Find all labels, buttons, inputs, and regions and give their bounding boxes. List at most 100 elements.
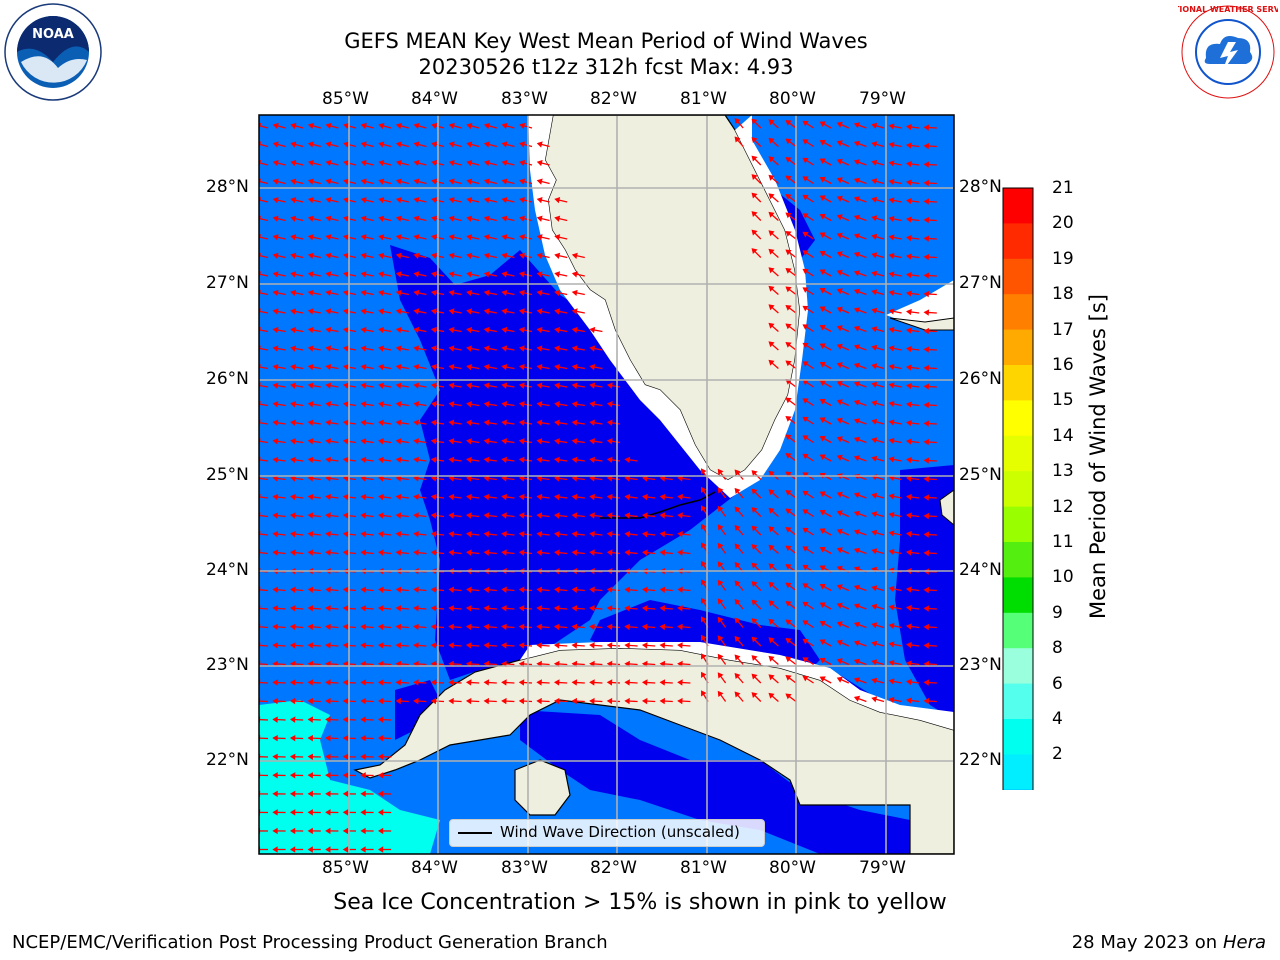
wind-arrow-head xyxy=(819,602,826,609)
wind-arrow-head xyxy=(519,215,525,222)
wind-arrow-head xyxy=(589,493,596,501)
wind-arrow-head xyxy=(836,362,843,369)
wind-arrow-head xyxy=(360,438,367,445)
wind-arrow-head xyxy=(677,679,683,686)
wind-arrow-head xyxy=(395,475,402,482)
wind-arrow-head xyxy=(802,250,809,256)
wind-arrow-head xyxy=(342,512,349,519)
wind-arrow-head xyxy=(853,566,861,573)
wind-arrow-head xyxy=(501,345,508,352)
wind-arrow-head xyxy=(466,308,473,315)
wind-arrow-head xyxy=(483,308,490,315)
wind-arrow-head xyxy=(701,579,707,586)
wind-arrow-head xyxy=(395,549,402,556)
wind-arrow-head xyxy=(606,419,613,426)
wind-arrow-head xyxy=(448,345,455,352)
wind-arrow-head xyxy=(554,586,560,594)
wind-arrow-head xyxy=(448,326,455,334)
wind-arrow-head xyxy=(413,159,420,167)
wind-arrow-head xyxy=(307,234,314,241)
wind-arrow-head xyxy=(343,159,350,167)
wind-arrow-head xyxy=(677,605,683,612)
wind-arrow-head xyxy=(853,233,861,240)
wind-arrow-head xyxy=(325,846,331,853)
wind-arrow-head xyxy=(906,271,912,279)
wind-arrow-head xyxy=(272,846,278,853)
wind-arrow-head xyxy=(554,326,561,334)
wind-arrow-head xyxy=(360,456,367,464)
wind-arrow-head xyxy=(906,123,912,131)
wind-arrow-head xyxy=(923,512,930,520)
wind-arrow-head xyxy=(871,659,878,666)
wind-arrow-head xyxy=(466,475,472,482)
colorbar-segment xyxy=(1003,365,1033,401)
wind-arrow-head xyxy=(360,512,367,519)
lon-label: 83°W xyxy=(501,858,548,878)
wind-arrow-head xyxy=(554,197,561,204)
wind-arrow-head xyxy=(717,505,724,512)
wind-arrow-head xyxy=(923,290,930,298)
wind-arrow-head xyxy=(906,382,912,390)
wind-arrow-head xyxy=(785,527,792,533)
wind-arrow-head xyxy=(751,636,758,643)
field-period-below-2-west-cuba xyxy=(395,680,440,740)
wind-arrow-head xyxy=(395,122,403,130)
noaa-logo: NOAA xyxy=(4,3,102,101)
wind-arrow-head xyxy=(377,716,384,723)
wind-arrow-head xyxy=(325,252,332,259)
wind-arrow-head xyxy=(430,345,437,352)
wind-arrow-head xyxy=(325,493,332,501)
wind-arrow-head xyxy=(785,268,792,274)
wind-arrow-head xyxy=(906,197,912,205)
wind-arrow-head xyxy=(413,438,420,445)
wind-arrow-head xyxy=(571,382,578,389)
wind-arrow-head xyxy=(819,657,826,664)
wind-arrow-head xyxy=(571,456,578,464)
wind-arrow-head xyxy=(342,382,349,389)
wind-arrow-head xyxy=(466,456,472,464)
wind-arrow-head xyxy=(536,438,543,445)
wind-arrow-head xyxy=(465,605,472,612)
wind-arrow-head xyxy=(642,493,648,501)
wind-arrow-head xyxy=(871,511,878,518)
wind-arrow-head xyxy=(836,584,843,591)
wind-arrow-head xyxy=(483,549,490,556)
wind-arrow-head xyxy=(871,270,878,277)
wind-arrow-head xyxy=(290,252,297,259)
wind-arrow-head xyxy=(906,438,912,445)
wind-arrow-head xyxy=(871,529,878,536)
wind-arrow-head xyxy=(290,382,296,389)
wind-arrow-head xyxy=(518,456,525,464)
colorbar-tick-label: 9 xyxy=(1052,602,1063,623)
wind-arrow-head xyxy=(923,161,930,168)
wind-arrow-head xyxy=(802,194,809,201)
wind-arrow-head xyxy=(923,438,930,446)
wind-arrow-head xyxy=(923,124,930,131)
wind-arrow-head xyxy=(768,674,775,681)
lon-label: 80°W xyxy=(769,89,816,109)
wind-arrow-head xyxy=(641,679,648,686)
wind-arrow-head xyxy=(272,308,279,315)
wind-arrow-head xyxy=(342,326,349,334)
wind-arrow-head xyxy=(819,158,826,165)
wind-arrow-head xyxy=(923,309,930,316)
wind-arrow-head xyxy=(734,136,741,143)
wind-arrow-head xyxy=(768,156,775,163)
wind-arrow-head xyxy=(802,490,809,497)
wind-arrow-head xyxy=(677,660,683,668)
wind-arrow-head xyxy=(888,123,895,130)
wind-arrow-head xyxy=(717,561,724,568)
wind-arrow-head xyxy=(325,549,331,556)
wind-arrow-head xyxy=(923,623,930,631)
wind-arrow-head xyxy=(888,289,895,297)
wind-arrow-head xyxy=(483,289,490,297)
lon-label: 80°W xyxy=(769,858,816,878)
wind-arrow-head xyxy=(751,118,758,125)
wind-arrow-head xyxy=(272,493,279,501)
wind-arrow-head xyxy=(554,549,560,556)
wind-arrow-head xyxy=(395,697,402,705)
wind-arrow-head xyxy=(325,141,332,148)
lat-label: 26°N xyxy=(206,369,249,389)
wind-arrow-head xyxy=(342,419,349,426)
wind-arrow-head xyxy=(836,214,843,221)
